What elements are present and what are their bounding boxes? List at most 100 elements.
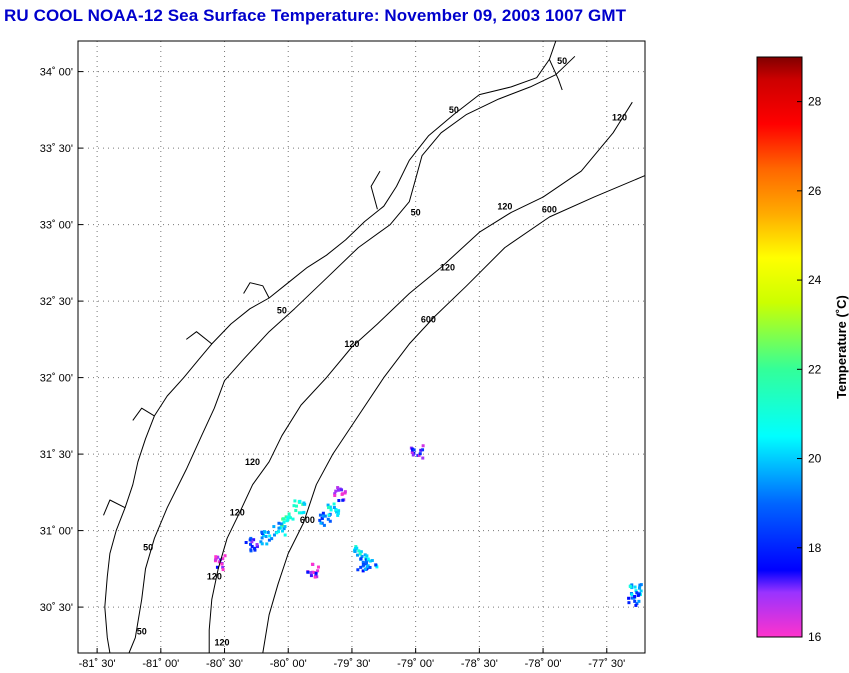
longitude-tick-labels: -81˚ 30' -81˚ 00' -80˚ 30' -80˚ 00' -79˚ 30'… <box>79 648 625 670</box>
latitude-tick-labels: 34˚ 00' 33˚ 30' 33˚ 00' 32˚ 30' 32˚ 00' 31˚ 3… <box>40 67 83 614</box>
sst-pixel <box>272 533 276 537</box>
sst-pixel <box>319 521 323 525</box>
sst-pixel <box>322 523 326 527</box>
lat-tick-label: 30˚ 30' <box>40 602 73 614</box>
contour-label: 50 <box>143 542 153 552</box>
sst-pixel <box>328 519 332 523</box>
sst-pixel <box>252 538 256 542</box>
sst-pixel <box>260 530 264 534</box>
contour-label: 120 <box>207 572 222 582</box>
sst-patch <box>306 562 320 579</box>
sst-pixel <box>270 537 274 541</box>
sst-pixel <box>281 517 285 521</box>
colorbar-tick-label: 26 <box>808 184 822 198</box>
contour-label: 50 <box>411 207 421 217</box>
sst-pixel <box>340 488 344 492</box>
contour-label: 50 <box>277 305 287 315</box>
sst-pixel <box>327 505 331 509</box>
contour-label: 120 <box>230 507 245 517</box>
sst-pixel <box>214 558 218 562</box>
sst-pixel <box>316 565 320 569</box>
sst-patch <box>259 530 274 546</box>
sst-pixel <box>627 596 631 600</box>
sst-pixel <box>421 444 425 448</box>
sst-pixel <box>354 545 358 549</box>
sst-patch <box>318 511 332 527</box>
sst-patch <box>292 499 307 515</box>
sst-pixel <box>262 530 266 534</box>
sst-pixel <box>337 509 341 513</box>
sst-pixel <box>255 543 259 547</box>
lon-tick-label: -81˚ 00' <box>142 658 179 670</box>
sst-pixel <box>368 565 372 569</box>
sst-pixel <box>306 570 310 574</box>
sst-pixel <box>282 520 286 524</box>
colorbar-tick-label: 18 <box>808 541 822 555</box>
sst-pixel <box>337 499 341 503</box>
sst-pixel <box>221 557 225 561</box>
sst-pixel <box>260 542 264 546</box>
sst-pixel <box>302 510 306 514</box>
sst-pixel <box>249 536 253 540</box>
sst-pixel <box>268 534 272 538</box>
sst-pixel <box>639 589 643 593</box>
sst-pixel <box>309 571 313 575</box>
sst-patch <box>272 521 287 537</box>
sst-pixel <box>309 574 313 578</box>
contour-label: 600 <box>300 515 315 525</box>
lon-tick-label: -78˚ 00' <box>525 658 562 670</box>
contour-label: 120 <box>214 637 229 647</box>
sst-pixel <box>310 562 314 566</box>
lon-tick-label: -79˚ 00' <box>397 658 434 670</box>
contour-label: 120 <box>497 201 512 211</box>
lat-tick-label: 31˚ 30' <box>40 449 73 461</box>
sst-pixel <box>628 584 632 588</box>
sst-pixel <box>214 555 218 559</box>
sst-pixel <box>286 515 290 519</box>
sst-pixel <box>262 533 266 537</box>
lat-tick-label: 32˚ 00' <box>40 373 73 385</box>
contour-label: 600 <box>542 204 557 214</box>
contour-label: 50 <box>449 105 459 115</box>
sst-pixel <box>295 504 299 508</box>
colorbar-ticks: 16 18 20 22 24 26 28 <box>797 95 822 644</box>
contour-label: 120 <box>440 263 455 273</box>
colorbar-title: Temperature (˚C) <box>834 295 849 399</box>
sst-patch <box>409 444 425 460</box>
sst-pixel <box>336 486 340 490</box>
lon-tick-label: -78˚ 30' <box>461 658 498 670</box>
sst-pixel <box>358 552 362 556</box>
sst-pixel <box>248 542 252 546</box>
sst-pixel <box>260 536 264 540</box>
sst-pixel <box>327 513 331 517</box>
lon-tick-label: -80˚ 30' <box>206 658 243 670</box>
sst-pixel <box>357 549 361 553</box>
contour-label: 120 <box>245 457 260 467</box>
colorbar-tick-label: 16 <box>808 630 822 644</box>
sst-pixel <box>255 545 259 549</box>
isobath-50 <box>128 55 576 654</box>
contour-label: 50 <box>137 627 147 637</box>
sst-pixel <box>300 511 304 515</box>
sst-pixel <box>364 561 368 565</box>
sst-pixel <box>412 451 416 455</box>
lon-tick-label: -79˚ 30' <box>333 658 370 670</box>
sst-pixel <box>291 517 295 521</box>
sst-pixel <box>253 548 257 552</box>
sst-pixel <box>375 565 379 569</box>
sst-pixel <box>633 599 637 603</box>
sst-pixel <box>634 589 638 593</box>
sst-pixel <box>293 499 297 503</box>
sst-patch <box>326 502 341 517</box>
sst-pixel <box>411 453 415 457</box>
sst-pixel <box>277 521 281 525</box>
colorbar-tick-label: 20 <box>808 452 822 466</box>
sst-pixel <box>421 448 425 452</box>
isobath-600 <box>262 175 646 654</box>
sst-pixel <box>279 522 283 526</box>
sst-pixel <box>630 583 634 587</box>
sst-pixel <box>272 525 276 529</box>
sst-pixel <box>292 504 296 508</box>
sst-pixel <box>341 492 345 496</box>
sst-pixel <box>368 559 372 563</box>
